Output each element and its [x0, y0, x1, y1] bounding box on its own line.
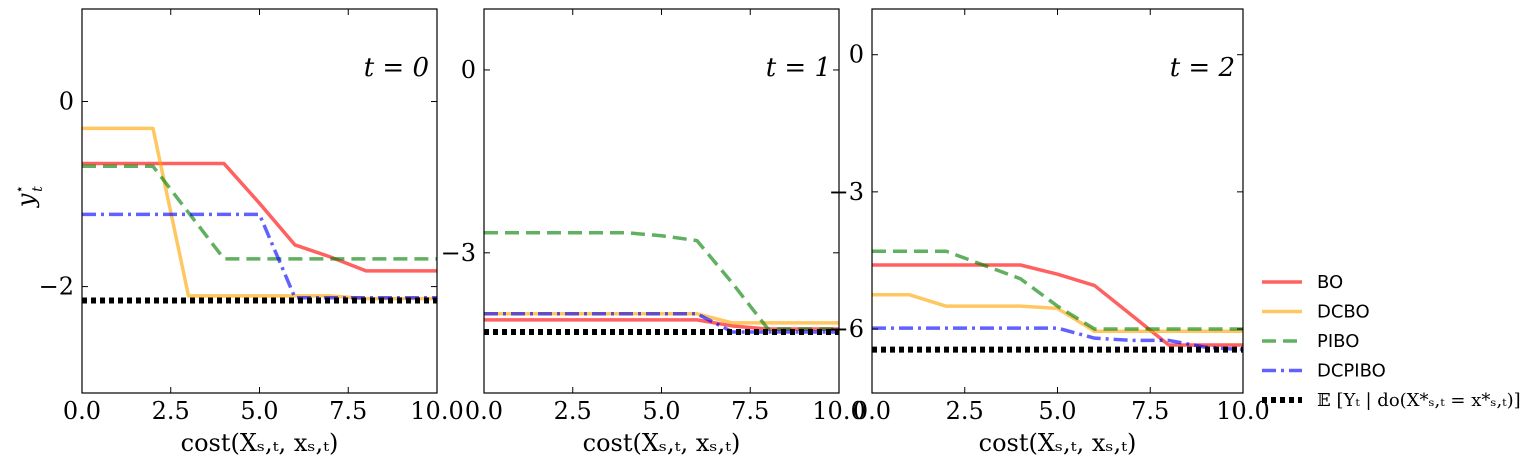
series-line-bo-panel-2 — [872, 263, 1243, 347]
x-axis-label: cost(Xₛ,ₜ, xₛ,ₜ) — [181, 429, 339, 457]
series-line-dcpibo-panel-2 — [872, 326, 1243, 352]
x-axis-label: cost(Xₛ,ₜ, xₛ,ₜ) — [583, 429, 741, 457]
y-axis-label: y⋆ t — [12, 185, 46, 208]
legend-label-bo: BO — [1317, 272, 1343, 293]
x-tick-label: 10.0 — [1216, 397, 1269, 425]
panels: 0.0 2.5 5.0 7.5 10.0 0 −2 t = 0 cost(Xₛ,ₜ, xₛ,ₜ)… — [39, 8, 1270, 457]
panel-label: t = 0 — [364, 53, 429, 83]
series-line-bo-panel-0 — [82, 161, 437, 273]
x-tick-label: 0.0 — [465, 397, 503, 425]
x-tick-label: 0.0 — [63, 397, 101, 425]
series-line-dcbo-panel-2 — [872, 292, 1243, 334]
y-tick-label: 0 — [59, 88, 74, 116]
y-tick-label: −3 — [829, 178, 864, 206]
series-line-dcpibo-panel-0 — [82, 212, 437, 300]
legend-label-dcpibo: DCPIBO — [1317, 361, 1386, 382]
y-tick-label: 0 — [461, 56, 476, 84]
x-tick-label: 7.5 — [1131, 397, 1169, 425]
y-tick-label: −3 — [441, 239, 476, 267]
x-tick-label: 7.5 — [731, 397, 769, 425]
panel-2: 0.0 2.5 5.0 7.5 10.0 0 −3 −6 t = 2 cost(Xₛ,ₜ, xₛ,… — [829, 8, 1270, 457]
x-tick-label: 5.0 — [240, 397, 278, 425]
x-tick-label: 5.0 — [1038, 397, 1076, 425]
legend-label-dcbo: DCBO — [1317, 302, 1370, 323]
x-tick-label: 2.5 — [554, 397, 592, 425]
panel-label: t = 2 — [1170, 53, 1235, 83]
panel-0: 0.0 2.5 5.0 7.5 10.0 0 −2 t = 0 cost(Xₛ,ₜ, xₛ,ₜ) — [39, 8, 464, 457]
panel-1: 0.0 2.5 5.0 7.5 10.0 0 −3 t = 1 cost(Xₛ,ₜ, xₛ,ₜ) — [441, 8, 866, 457]
series-line-pibo-panel-2 — [872, 249, 1243, 331]
legend-label-pibo: PIBO — [1317, 331, 1359, 352]
legend: BO DCBO PIBO DCPIBO 𝔼 [Yₜ | do(X*ₛ,ₜ = x*ₛ,ₜ… — [1262, 272, 1521, 411]
x-tick-label: 10.0 — [410, 397, 463, 425]
x-tick-label: 2.5 — [946, 397, 984, 425]
x-tick-label: 7.5 — [329, 397, 367, 425]
y-tick-label: 0 — [849, 41, 864, 69]
x-axis-label: cost(Xₛ,ₜ, xₛ,ₜ) — [979, 429, 1137, 457]
y-tick-label: −2 — [39, 273, 74, 301]
x-tick-label: 0.0 — [853, 397, 891, 425]
series-line-pibo-panel-0 — [82, 164, 437, 261]
series-line-pibo-panel-1 — [484, 230, 839, 331]
series-line-dcbo-panel-0 — [82, 126, 437, 301]
x-tick-label: 5.0 — [642, 397, 680, 425]
y-tick-label: −6 — [829, 315, 864, 343]
x-tick-label: 10.0 — [812, 397, 865, 425]
series-line-dcpibo-panel-1 — [484, 312, 839, 334]
x-tick-label: 2.5 — [152, 397, 190, 425]
legend-label-truth: 𝔼 [Yₜ | do(X*ₛ,ₜ = x*ₛ,ₜ)] — [1317, 390, 1521, 411]
panel-label: t = 1 — [766, 53, 831, 83]
